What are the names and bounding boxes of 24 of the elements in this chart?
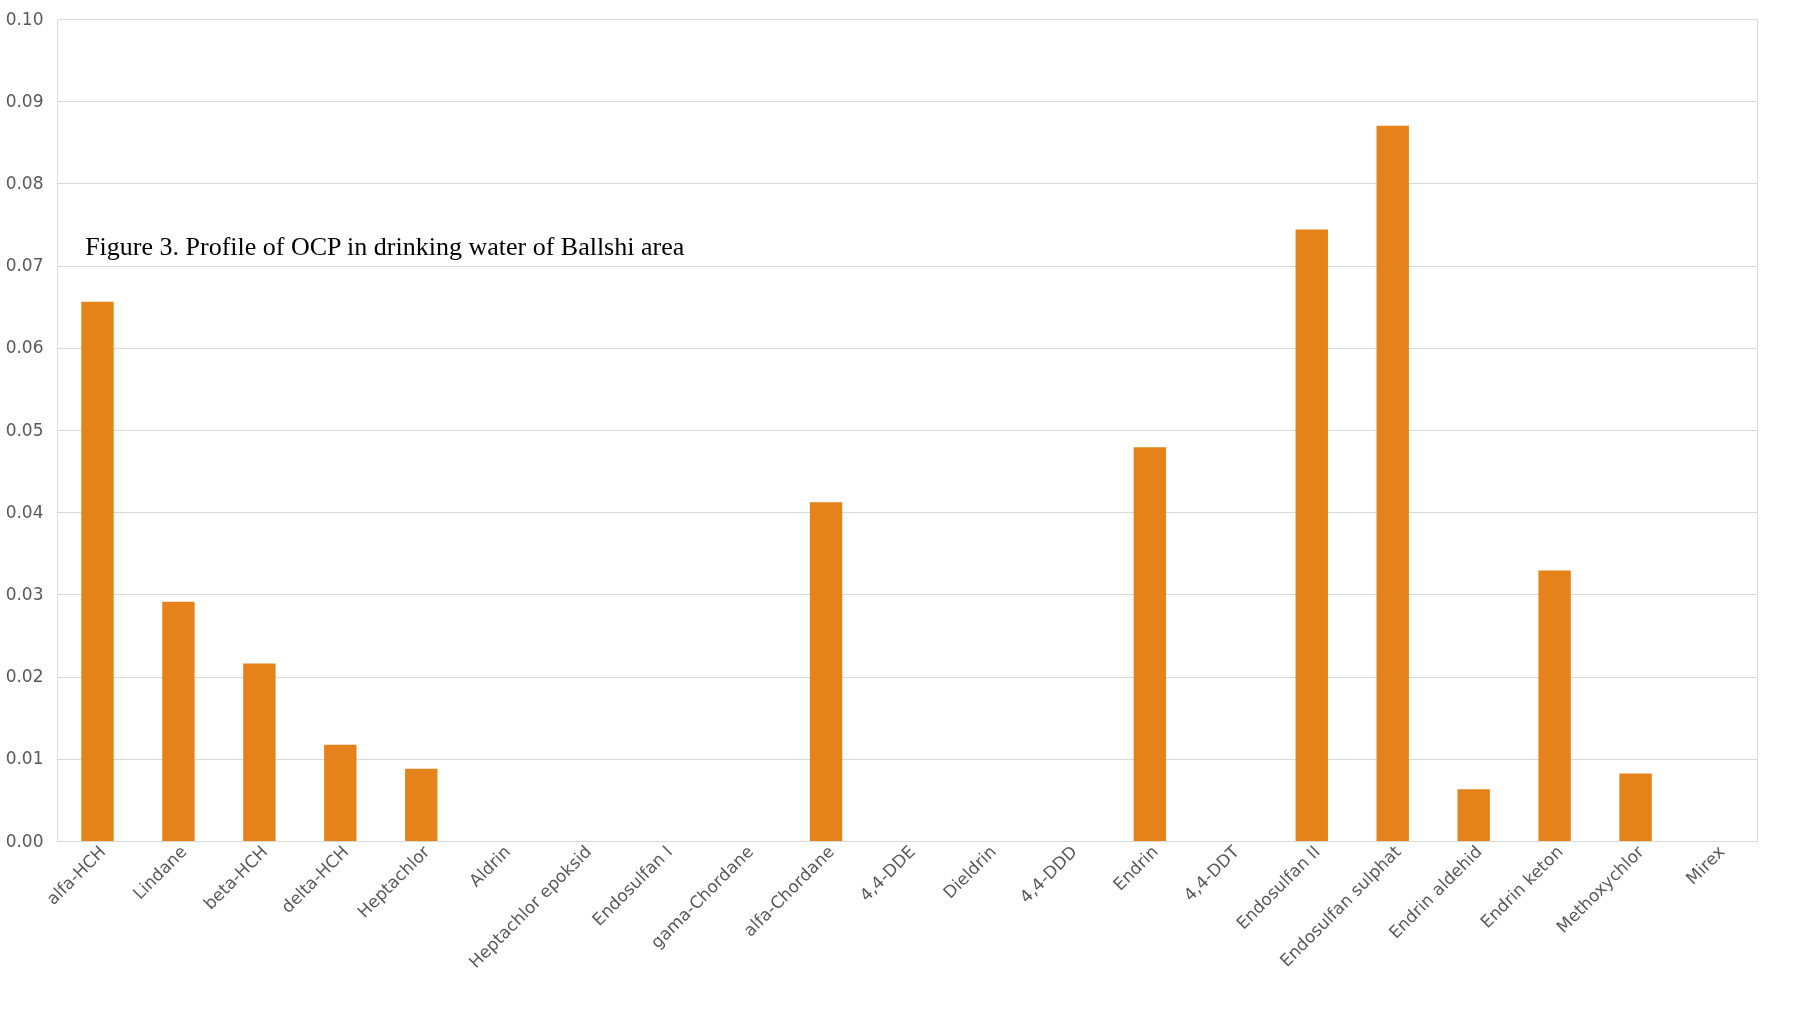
y-tick-label: 0.07 — [5, 255, 44, 276]
bar — [243, 663, 276, 841]
y-tick-label: 0.04 — [5, 501, 44, 522]
bar — [1376, 125, 1409, 841]
text: Figure 3. Profile of OCP in drinking water of Ballshi area — [85, 232, 685, 261]
y-tick-label: 0.02 — [5, 666, 44, 687]
y-tick-label: 0.10 — [5, 8, 44, 29]
bar — [1295, 229, 1328, 841]
bar — [405, 768, 438, 841]
y-tick-label: 0.03 — [5, 583, 44, 604]
bar — [1133, 447, 1167, 841]
bar — [324, 744, 357, 841]
y-tick-label: 0.05 — [5, 419, 44, 440]
y-tick-label: 0.09 — [5, 90, 44, 111]
y-tick-label: 0.08 — [5, 172, 44, 193]
bar — [81, 301, 114, 841]
bar — [1457, 789, 1490, 841]
bar — [1619, 773, 1652, 841]
y-tick-label: 0.06 — [5, 337, 44, 358]
bar — [1538, 570, 1571, 841]
y-tick-label: 0.01 — [5, 748, 44, 769]
bar — [809, 502, 843, 841]
bar — [162, 601, 195, 841]
y-tick-label: 0.00 — [5, 830, 44, 851]
